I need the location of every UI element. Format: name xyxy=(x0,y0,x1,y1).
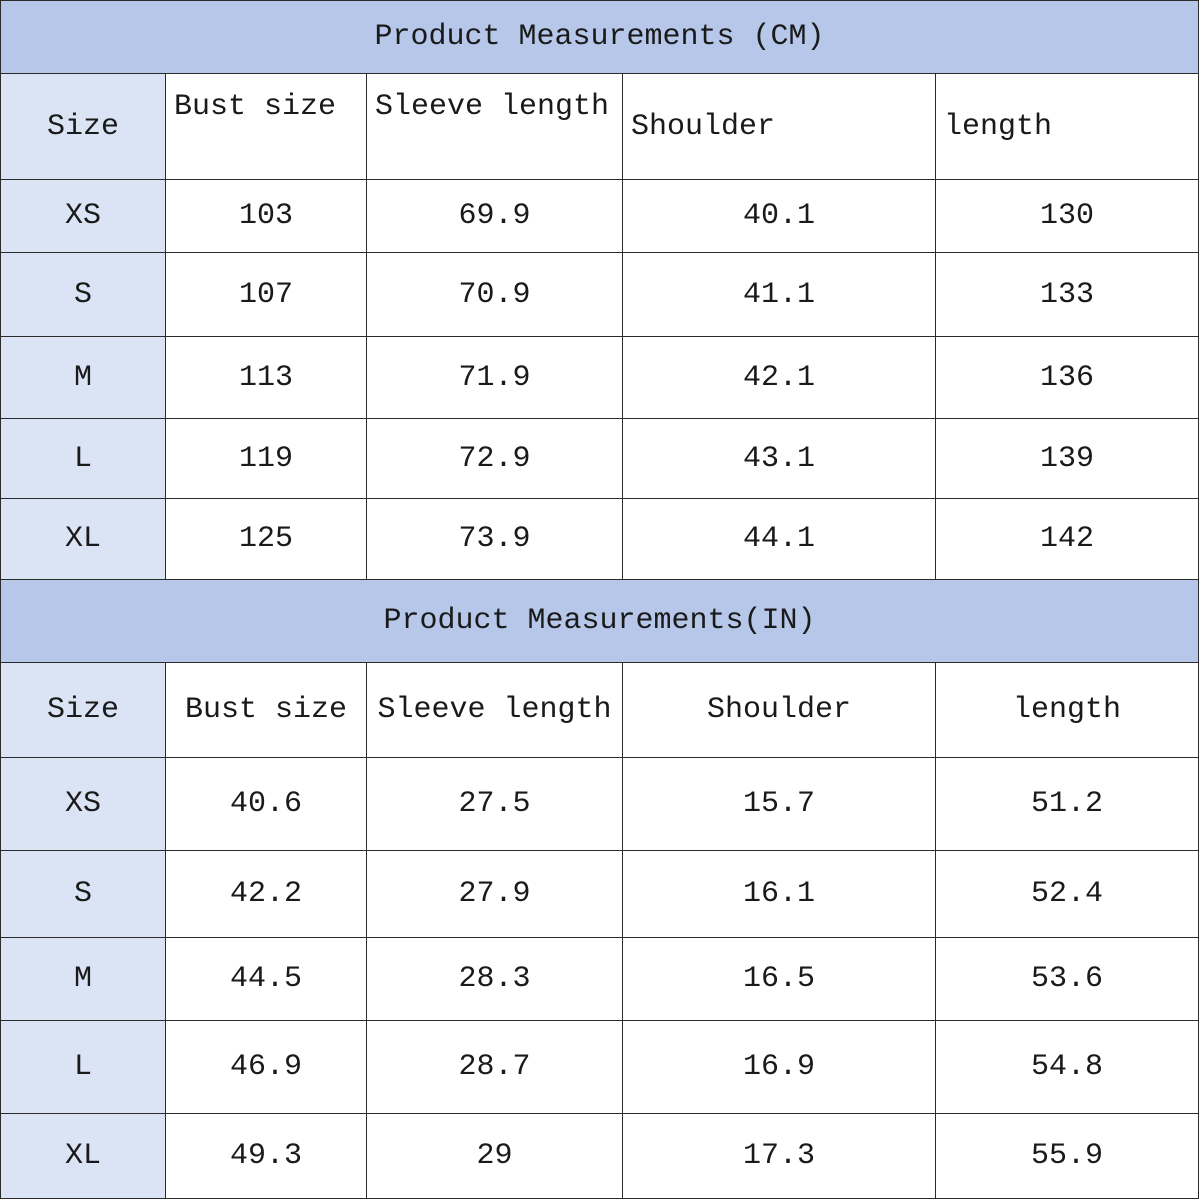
size-label: L xyxy=(0,1020,166,1114)
measurement: 119 xyxy=(165,418,367,499)
measurement: 15.7 xyxy=(622,757,936,851)
measurement: 27.9 xyxy=(366,850,623,938)
measurement: 72.9 xyxy=(366,418,623,499)
measurement: 16.9 xyxy=(622,1020,936,1114)
measurement: 16.1 xyxy=(622,850,936,938)
measurement: 40.1 xyxy=(622,179,936,253)
size-label: XL xyxy=(0,498,166,580)
measurement: 41.1 xyxy=(622,252,936,337)
measurement: 73.9 xyxy=(366,498,623,580)
measurement: 43.1 xyxy=(622,418,936,499)
measurement: 142 xyxy=(935,498,1199,580)
measurement: 28.7 xyxy=(366,1020,623,1114)
measurement: 29 xyxy=(366,1113,623,1199)
size-label: XL xyxy=(0,1113,166,1199)
measurement: 53.6 xyxy=(935,937,1199,1021)
measurement: 113 xyxy=(165,336,367,419)
measurement: 125 xyxy=(165,498,367,580)
column-header: Size xyxy=(0,73,166,180)
measurement: 136 xyxy=(935,336,1199,419)
size-label: M xyxy=(0,937,166,1021)
measurement: 44.5 xyxy=(165,937,367,1021)
size-label: S xyxy=(0,850,166,938)
measurement: 52.4 xyxy=(935,850,1199,938)
measurement: 133 xyxy=(935,252,1199,337)
size-label: S xyxy=(0,252,166,337)
column-header: length xyxy=(935,73,1199,180)
column-header: Sleeve length xyxy=(366,73,623,180)
column-header: Shoulder xyxy=(622,662,936,758)
size-label: L xyxy=(0,418,166,499)
column-header: Bust size xyxy=(165,662,367,758)
measurement: 46.9 xyxy=(165,1020,367,1114)
measurement: 49.3 xyxy=(165,1113,367,1199)
column-header: Sleeve length xyxy=(366,662,623,758)
measurement: 42.2 xyxy=(165,850,367,938)
measurement: 70.9 xyxy=(366,252,623,337)
measurement: 103 xyxy=(165,179,367,253)
column-header: Bust size xyxy=(165,73,367,180)
measurement: 71.9 xyxy=(366,336,623,419)
column-header: Shoulder xyxy=(622,73,936,180)
measurement: 16.5 xyxy=(622,937,936,1021)
measurement: 40.6 xyxy=(165,757,367,851)
measurement: 139 xyxy=(935,418,1199,499)
table-title: Product Measurements (CM) xyxy=(0,0,1199,74)
measurement: 107 xyxy=(165,252,367,337)
column-header: Size xyxy=(0,662,166,758)
measurement: 42.1 xyxy=(622,336,936,419)
size-label: XS xyxy=(0,179,166,253)
measurement: 17.3 xyxy=(622,1113,936,1199)
measurement: 27.5 xyxy=(366,757,623,851)
column-header: length xyxy=(935,662,1199,758)
measurement: 28.3 xyxy=(366,937,623,1021)
table-title: Product Measurements(IN) xyxy=(0,579,1199,663)
measurement: 55.9 xyxy=(935,1113,1199,1199)
size-label: M xyxy=(0,336,166,419)
measurement: 130 xyxy=(935,179,1199,253)
measurement: 69.9 xyxy=(366,179,623,253)
measurement: 54.8 xyxy=(935,1020,1199,1114)
size-label: XS xyxy=(0,757,166,851)
measurement: 44.1 xyxy=(622,498,936,580)
measurement: 51.2 xyxy=(935,757,1199,851)
